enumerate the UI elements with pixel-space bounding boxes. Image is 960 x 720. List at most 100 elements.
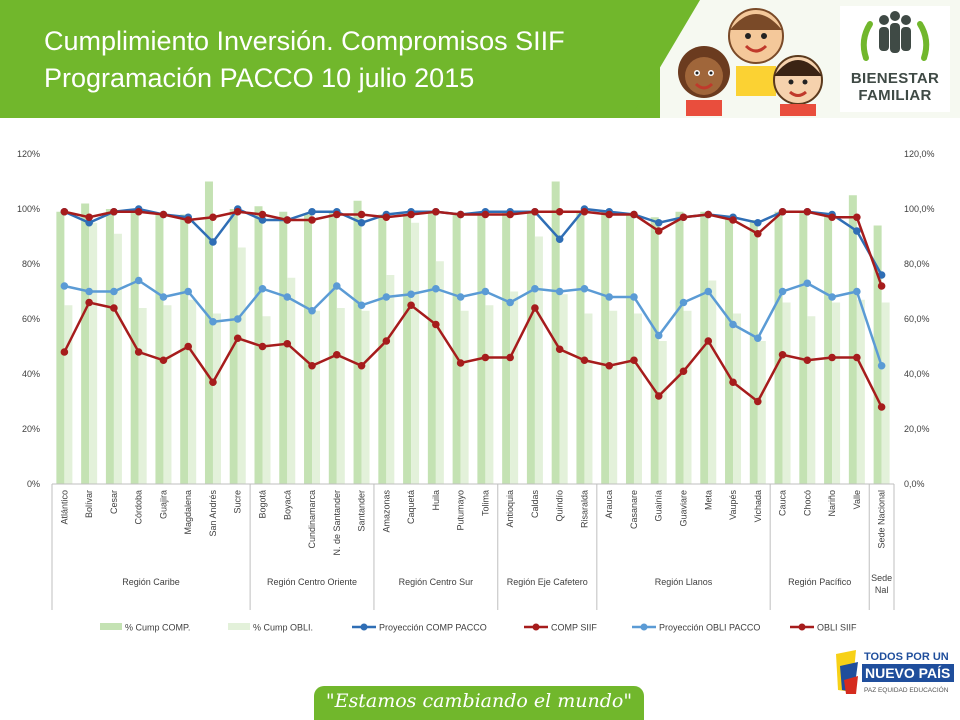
x-category-label: Putumayo (456, 490, 466, 531)
x-group-label: Nal (875, 585, 889, 595)
x-group-label: Sede (871, 573, 892, 583)
series-marker-1 (134, 207, 143, 216)
series-marker-3 (580, 356, 589, 365)
series-marker-2 (555, 287, 564, 296)
y-left-tick-label: 0% (27, 479, 40, 489)
logo-text-line1: BIENESTAR (850, 70, 940, 87)
series-marker-2 (308, 306, 316, 315)
series-marker-1 (432, 207, 440, 216)
page-title-line2: Programación PACCO 10 julio 2015 (44, 63, 475, 93)
series-marker-1 (258, 210, 267, 219)
bar-cump-comp (625, 214, 634, 484)
logo-text-line2: FAMILIAR (858, 87, 932, 104)
bar-cump-comp (551, 181, 560, 484)
series-marker-1 (357, 210, 366, 219)
x-category-label: Guainía (654, 490, 664, 522)
series-marker-1 (159, 210, 168, 219)
x-category-label: Cundinamarca (307, 490, 317, 549)
bar-cump-comp (328, 211, 337, 484)
y-left-tick-label: 100% (17, 204, 40, 214)
bar-cump-comp (502, 211, 511, 484)
series-line-2 (64, 279, 883, 367)
series-marker-2 (828, 293, 836, 301)
bar-cump-obli (658, 341, 667, 484)
x-category-label: Córdoba (134, 490, 144, 525)
series-marker-2 (159, 293, 168, 301)
bar-cump-comp (304, 214, 313, 484)
bar-cump-obli (386, 275, 395, 484)
x-category-label: Quindío (555, 490, 565, 522)
series-marker-2 (110, 287, 118, 296)
series-marker-3 (778, 350, 787, 359)
series-marker-3 (407, 301, 415, 310)
children-illustration (678, 8, 823, 116)
series-marker-2 (630, 293, 638, 301)
page-title-line1: Cumplimiento Inversión. Compromisos SIIF (44, 26, 565, 56)
series-marker-2 (778, 287, 787, 296)
gov-logo-line1: TODOS POR UN (864, 651, 949, 663)
bar-cump-obli (485, 305, 494, 484)
y-left-tick-label: 80% (22, 259, 40, 269)
bar-cump-comp (204, 181, 213, 484)
bar-cump-obli (212, 313, 221, 484)
series-marker-3 (134, 348, 143, 356)
x-category-label: Tolima (480, 490, 490, 516)
bar-cump-obli (708, 280, 717, 484)
series-marker-1 (729, 216, 737, 224)
legend-swatch-marker (640, 623, 648, 631)
series-marker-1 (704, 210, 713, 219)
bar-cump-obli (856, 299, 865, 484)
series-marker-1 (630, 210, 638, 219)
series-marker-0 (308, 207, 316, 216)
series-marker-3 (729, 378, 737, 387)
series-marker-2 (753, 334, 762, 343)
bar-cump-obli (534, 236, 543, 484)
bar-cump-obli (782, 302, 791, 484)
bar-cump-comp (824, 214, 833, 484)
series-marker-3 (432, 320, 440, 329)
bar-cump-obli (336, 308, 345, 484)
bar-cump-comp (749, 220, 758, 484)
series-marker-1 (184, 216, 193, 224)
series-marker-0 (555, 235, 564, 244)
series-marker-0 (853, 227, 861, 235)
series-marker-0 (877, 271, 886, 279)
x-category-label: Chocó (802, 490, 812, 516)
y-right-tick-label: 60,0% (904, 314, 930, 324)
slogan-bar (314, 686, 644, 720)
y-left-tick-label: 60% (22, 314, 40, 324)
series-marker-1 (506, 210, 514, 219)
x-category-label: San Andrés (208, 490, 218, 537)
series-marker-1 (679, 213, 688, 222)
bar-cump-obli (757, 341, 766, 484)
series-marker-1 (407, 210, 415, 219)
bar-cump-obli (584, 313, 593, 484)
series-marker-2 (258, 284, 267, 293)
series-marker-2 (134, 276, 143, 285)
series-marker-1 (110, 207, 118, 216)
bar-cump-obli (733, 313, 742, 484)
legend-label: % Cump COMP. (125, 623, 190, 633)
series-marker-0 (654, 218, 663, 227)
series-marker-3 (828, 353, 836, 362)
y-left-tick-label: 20% (22, 424, 40, 434)
series-marker-3 (85, 298, 93, 307)
bar-cump-obli (411, 222, 420, 484)
investment-compliance-chart: 0% 0,0% 20% 20,0% 40% 40,0% 60% 60,0% 80% 80,0% 10… (0, 130, 960, 640)
legend-label: % Cump OBLI. (253, 623, 313, 633)
bar-cump-comp (601, 211, 610, 484)
x-group-label: Región Eje Cafetero (507, 577, 588, 587)
series-marker-2 (481, 287, 490, 296)
x-category-label: Arauca (604, 490, 614, 519)
legend-swatch-marker (798, 623, 806, 631)
series-marker-3 (184, 342, 193, 351)
bar-cump-comp (774, 211, 783, 484)
x-category-label: Valle (852, 490, 862, 509)
series-marker-2 (184, 287, 193, 296)
bar-cump-comp (477, 214, 486, 484)
gov-logo-line3: PAZ EQUIDAD EDUCACIÓN (864, 685, 949, 694)
bar-cump-comp (725, 217, 734, 484)
series-marker-2 (283, 293, 292, 301)
bar-cump-comp (848, 195, 857, 484)
series-marker-3 (630, 356, 638, 365)
